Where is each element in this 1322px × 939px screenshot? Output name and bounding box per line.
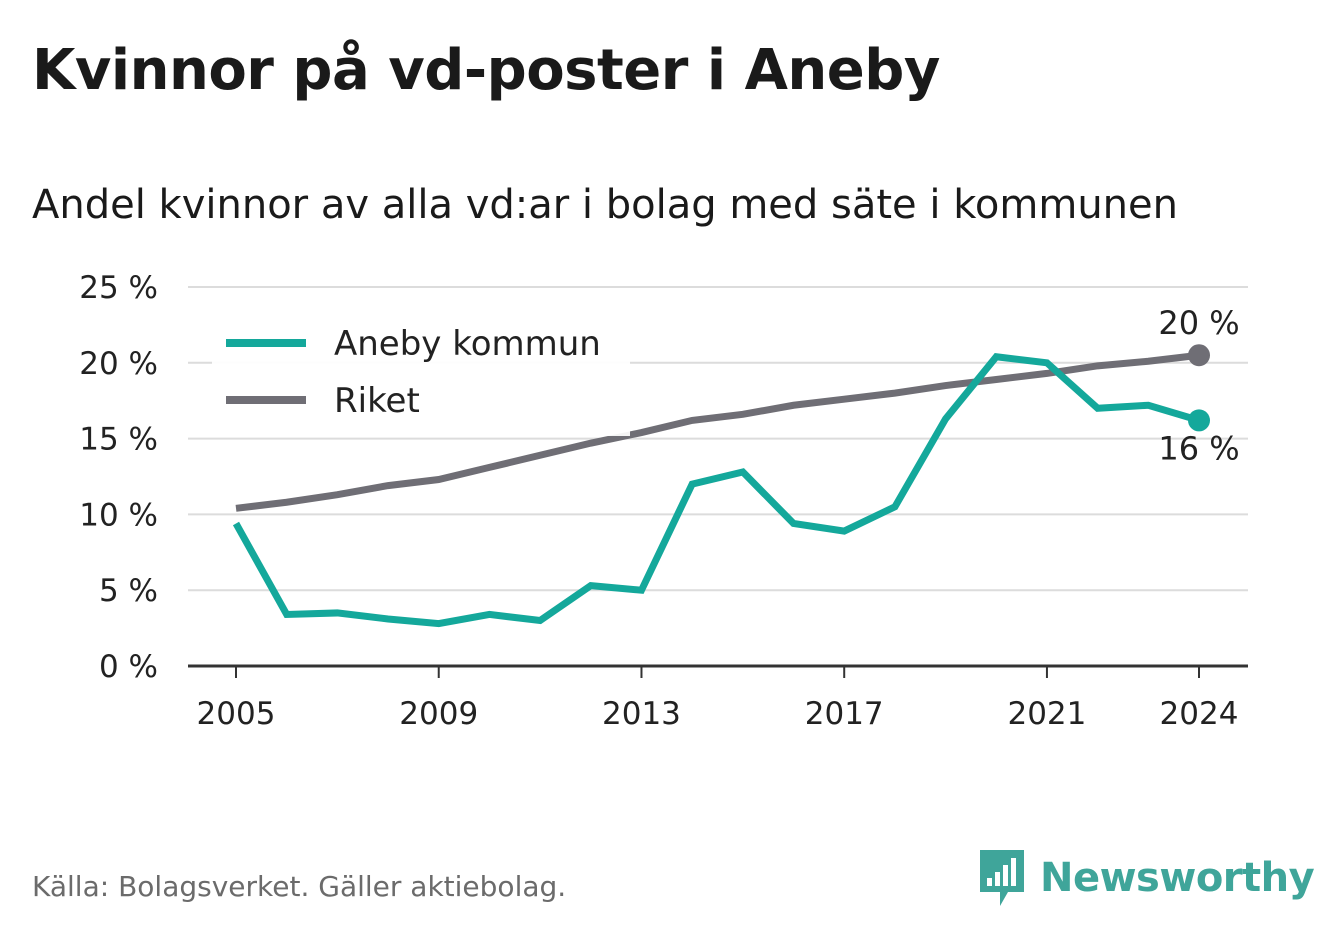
- series-endpoint-riket: [1188, 344, 1210, 367]
- series-line-riket: [235, 351, 1200, 512]
- legend-label: Riket: [334, 381, 420, 421]
- y-tick-label: 20 %: [79, 346, 158, 382]
- y-tick-label: 15 %: [79, 422, 158, 458]
- y-tick-label: 25 %: [79, 270, 158, 306]
- series-line-aneby: [232, 353, 1201, 628]
- x-tick-label: 2017: [805, 696, 884, 732]
- x-tick-label: 2013: [602, 696, 681, 732]
- source-note: Källa: Bolagsverket. Gäller aktiebolag.: [32, 870, 567, 903]
- series-endpoint-aneby: [1188, 409, 1210, 432]
- legend-background: [212, 310, 630, 436]
- y-tick-label: 5 %: [99, 573, 158, 609]
- newsworthy-logo-icon: [980, 850, 1024, 906]
- end-label-riket: 20 %: [1158, 304, 1239, 342]
- x-tick-label: 2005: [197, 696, 276, 732]
- end-labels: 20 % 16 %: [1158, 304, 1239, 467]
- x-tick-label: 2024: [1160, 696, 1239, 732]
- newsworthy-logo: Newsworthy: [978, 848, 1315, 908]
- legend: Aneby kommun Riket: [212, 310, 630, 436]
- x-tick-label: 2021: [1007, 696, 1086, 732]
- newsworthy-logo-text: Newsworthy: [1040, 855, 1315, 901]
- x-axis: 2005 2009 2013 2017 2021 2024: [188, 664, 1248, 732]
- series-lines: [232, 344, 1210, 628]
- y-axis: 0 % 5 % 10 % 15 % 20 % 25 %: [79, 270, 158, 685]
- chart-title: Kvinnor på vd-poster i Aneby: [32, 38, 940, 103]
- y-tick-label: 10 %: [79, 497, 158, 533]
- chart-subtitle: Andel kvinnor av alla vd:ar i bolag med …: [32, 182, 1178, 228]
- x-tick-label: 2009: [399, 696, 478, 732]
- end-label-aneby: 16 %: [1158, 429, 1239, 467]
- legend-label: Aneby kommun: [334, 324, 601, 364]
- y-tick-label: 0 %: [99, 649, 158, 685]
